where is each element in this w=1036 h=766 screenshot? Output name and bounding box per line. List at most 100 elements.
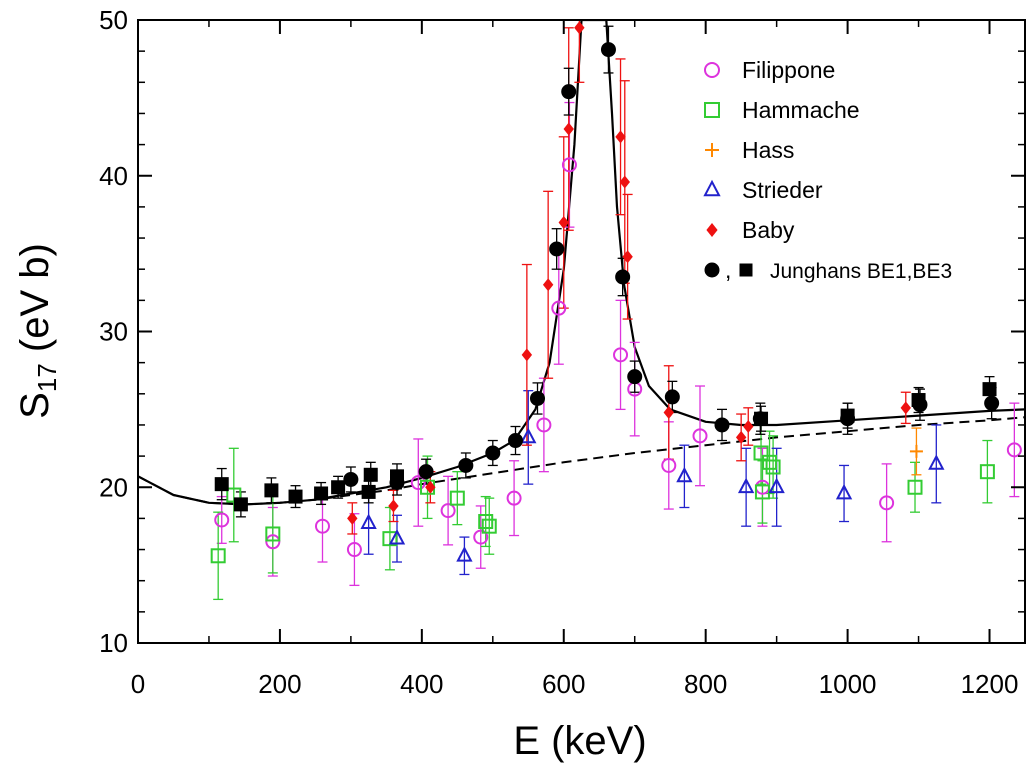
y-tick-label: 20 bbox=[99, 472, 128, 502]
junghans-be3-point bbox=[363, 467, 378, 482]
junghans-be1-point bbox=[561, 84, 577, 100]
baby-point bbox=[663, 405, 674, 419]
junghans-be3-point bbox=[361, 484, 376, 499]
baby-point bbox=[388, 499, 399, 513]
hammache-point bbox=[907, 479, 923, 495]
filippone-point bbox=[551, 300, 567, 316]
junghans-be1-point bbox=[600, 42, 616, 58]
legend-marker-baby bbox=[706, 223, 718, 237]
junghans-be3-point bbox=[331, 480, 346, 495]
filippone-point bbox=[440, 503, 456, 519]
x-tick-label: 0 bbox=[131, 669, 145, 699]
junghans-be1-point bbox=[714, 417, 730, 433]
hammache-point bbox=[382, 531, 398, 547]
hammache-point bbox=[265, 526, 281, 542]
hammache-point bbox=[762, 454, 778, 470]
hammache-point bbox=[210, 548, 226, 564]
junghans-be1-point bbox=[549, 241, 565, 257]
error-bars bbox=[213, 20, 1020, 601]
filippone-point bbox=[879, 495, 895, 511]
x-tick-label: 400 bbox=[400, 669, 443, 699]
baby-point bbox=[900, 401, 911, 415]
junghans-be3-point bbox=[233, 497, 248, 512]
legend-marker-strieder bbox=[703, 179, 721, 197]
baby-point bbox=[743, 420, 754, 434]
hammache-point bbox=[753, 445, 769, 461]
hass-point bbox=[909, 444, 923, 458]
junghans-be1-point bbox=[530, 390, 546, 406]
strieder-point bbox=[388, 529, 406, 545]
legend-separator: , bbox=[725, 257, 731, 283]
baby-point bbox=[735, 430, 747, 444]
y-axis-title: S17 (eV b) bbox=[13, 243, 62, 419]
filippone-point bbox=[346, 542, 362, 558]
junghans-be1-point bbox=[343, 471, 359, 487]
y-tick-label: 10 bbox=[99, 628, 128, 658]
y-tick-label: 50 bbox=[99, 5, 128, 35]
strieder-point bbox=[737, 477, 755, 494]
junghans-be3-point bbox=[840, 408, 855, 423]
filippone-point bbox=[692, 428, 708, 444]
hammache-point bbox=[449, 490, 465, 506]
hammache-point bbox=[979, 464, 995, 480]
junghans-be3-point bbox=[288, 489, 303, 504]
strieder-point bbox=[928, 454, 945, 470]
filippone-point bbox=[265, 534, 281, 550]
baby-point bbox=[574, 21, 585, 35]
strieder-point bbox=[456, 546, 473, 562]
filippone-point bbox=[410, 475, 426, 491]
tick-labels: 0 200 400 600 800 1000 1200 10 20 30 40 50 bbox=[99, 5, 1018, 699]
legend-marker-filippone bbox=[704, 62, 720, 78]
filippone-point bbox=[214, 512, 230, 528]
filippone-point bbox=[661, 457, 677, 473]
hammache-point bbox=[226, 487, 242, 503]
filippone-point bbox=[473, 529, 489, 545]
y-tick-label: 30 bbox=[99, 317, 128, 347]
filippone-point bbox=[506, 490, 522, 506]
legend-marker-hammache bbox=[704, 102, 720, 118]
x-tick-label: 1200 bbox=[961, 669, 1019, 699]
junghans-be1-point bbox=[984, 395, 1000, 411]
junghans-be3-point bbox=[911, 393, 926, 408]
junghans-be1-point bbox=[627, 369, 643, 385]
baby-point bbox=[622, 250, 633, 264]
strieder-point bbox=[676, 466, 693, 483]
baby-point bbox=[563, 122, 574, 136]
y-axis-title-unit: (eV b) bbox=[13, 243, 57, 363]
legend-marker-junghans-be1-be3-square bbox=[739, 263, 753, 277]
x-tick-label: 200 bbox=[258, 669, 301, 699]
junghans-be1-point bbox=[458, 457, 474, 473]
legend-label-strieder: Strieder bbox=[742, 177, 823, 203]
hammache-point bbox=[765, 459, 781, 475]
y-axis-title-main: S bbox=[13, 392, 57, 419]
x-axis-title: E (keV) bbox=[513, 719, 646, 763]
junghans-be3-point bbox=[982, 382, 997, 397]
legend-label-filippone: Filippone bbox=[742, 57, 835, 83]
filippone-point bbox=[1006, 442, 1022, 458]
baby-point bbox=[542, 278, 554, 292]
strieder-point bbox=[520, 427, 537, 444]
legend-label-baby: Baby bbox=[742, 217, 795, 243]
junghans-be3-point bbox=[754, 411, 769, 426]
filippone-point bbox=[314, 518, 330, 534]
baby-point bbox=[347, 511, 358, 525]
legend-label-hammache: Hammache bbox=[742, 97, 860, 123]
junghans-be1-point bbox=[664, 389, 680, 405]
filippone-point bbox=[561, 157, 577, 173]
baby-point bbox=[615, 130, 626, 144]
baby-point bbox=[558, 215, 569, 229]
legend: Filippone Hammache Hass Strieder Baby, Jungha… bbox=[703, 57, 952, 283]
strieder-point bbox=[768, 477, 785, 494]
y-tick-label: 40 bbox=[99, 161, 128, 191]
strieder-point bbox=[360, 513, 377, 529]
axis-ticks bbox=[137, 19, 1025, 644]
x-tick-label: 800 bbox=[684, 669, 727, 699]
x-tick-label: 1000 bbox=[819, 669, 877, 699]
junghans-be3-point bbox=[264, 483, 279, 498]
baby-point bbox=[425, 480, 436, 494]
x-tick-label: 600 bbox=[542, 669, 585, 699]
hammache-point bbox=[481, 518, 497, 534]
junghans-be1-point bbox=[485, 445, 501, 461]
legend-label-hass: Hass bbox=[742, 137, 794, 163]
junghans-be3-point bbox=[314, 486, 329, 501]
